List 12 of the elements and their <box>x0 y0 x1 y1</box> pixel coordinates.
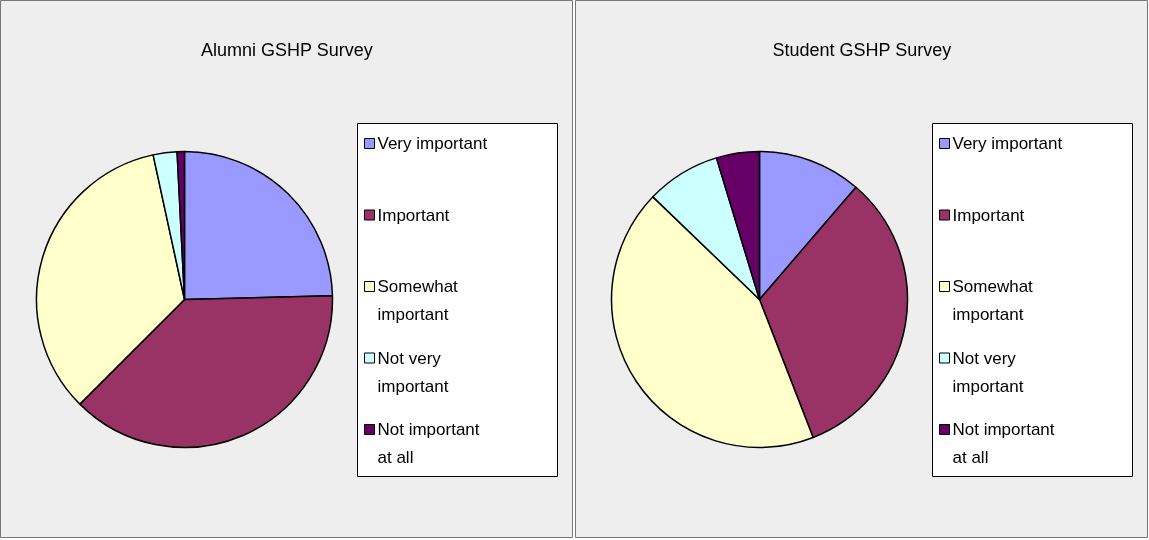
legend-label: Not very important <box>377 348 449 396</box>
chart-title: Student GSHP Survey <box>772 39 952 60</box>
legend-label: Not very important <box>952 348 1024 396</box>
legend-label: Important <box>377 205 450 225</box>
legend-label: Not important at all <box>952 420 1055 467</box>
legend-label: Somewhat important <box>952 277 1034 324</box>
chart-title: Alumni GSHP Survey <box>200 39 373 60</box>
legend-label: Not important at all <box>377 420 480 467</box>
legend-label: Very important <box>952 134 1063 153</box>
legend-label: Somewhat important <box>377 277 459 324</box>
legend-label: Very important <box>377 134 488 153</box>
legend-label: Important <box>952 205 1025 225</box>
